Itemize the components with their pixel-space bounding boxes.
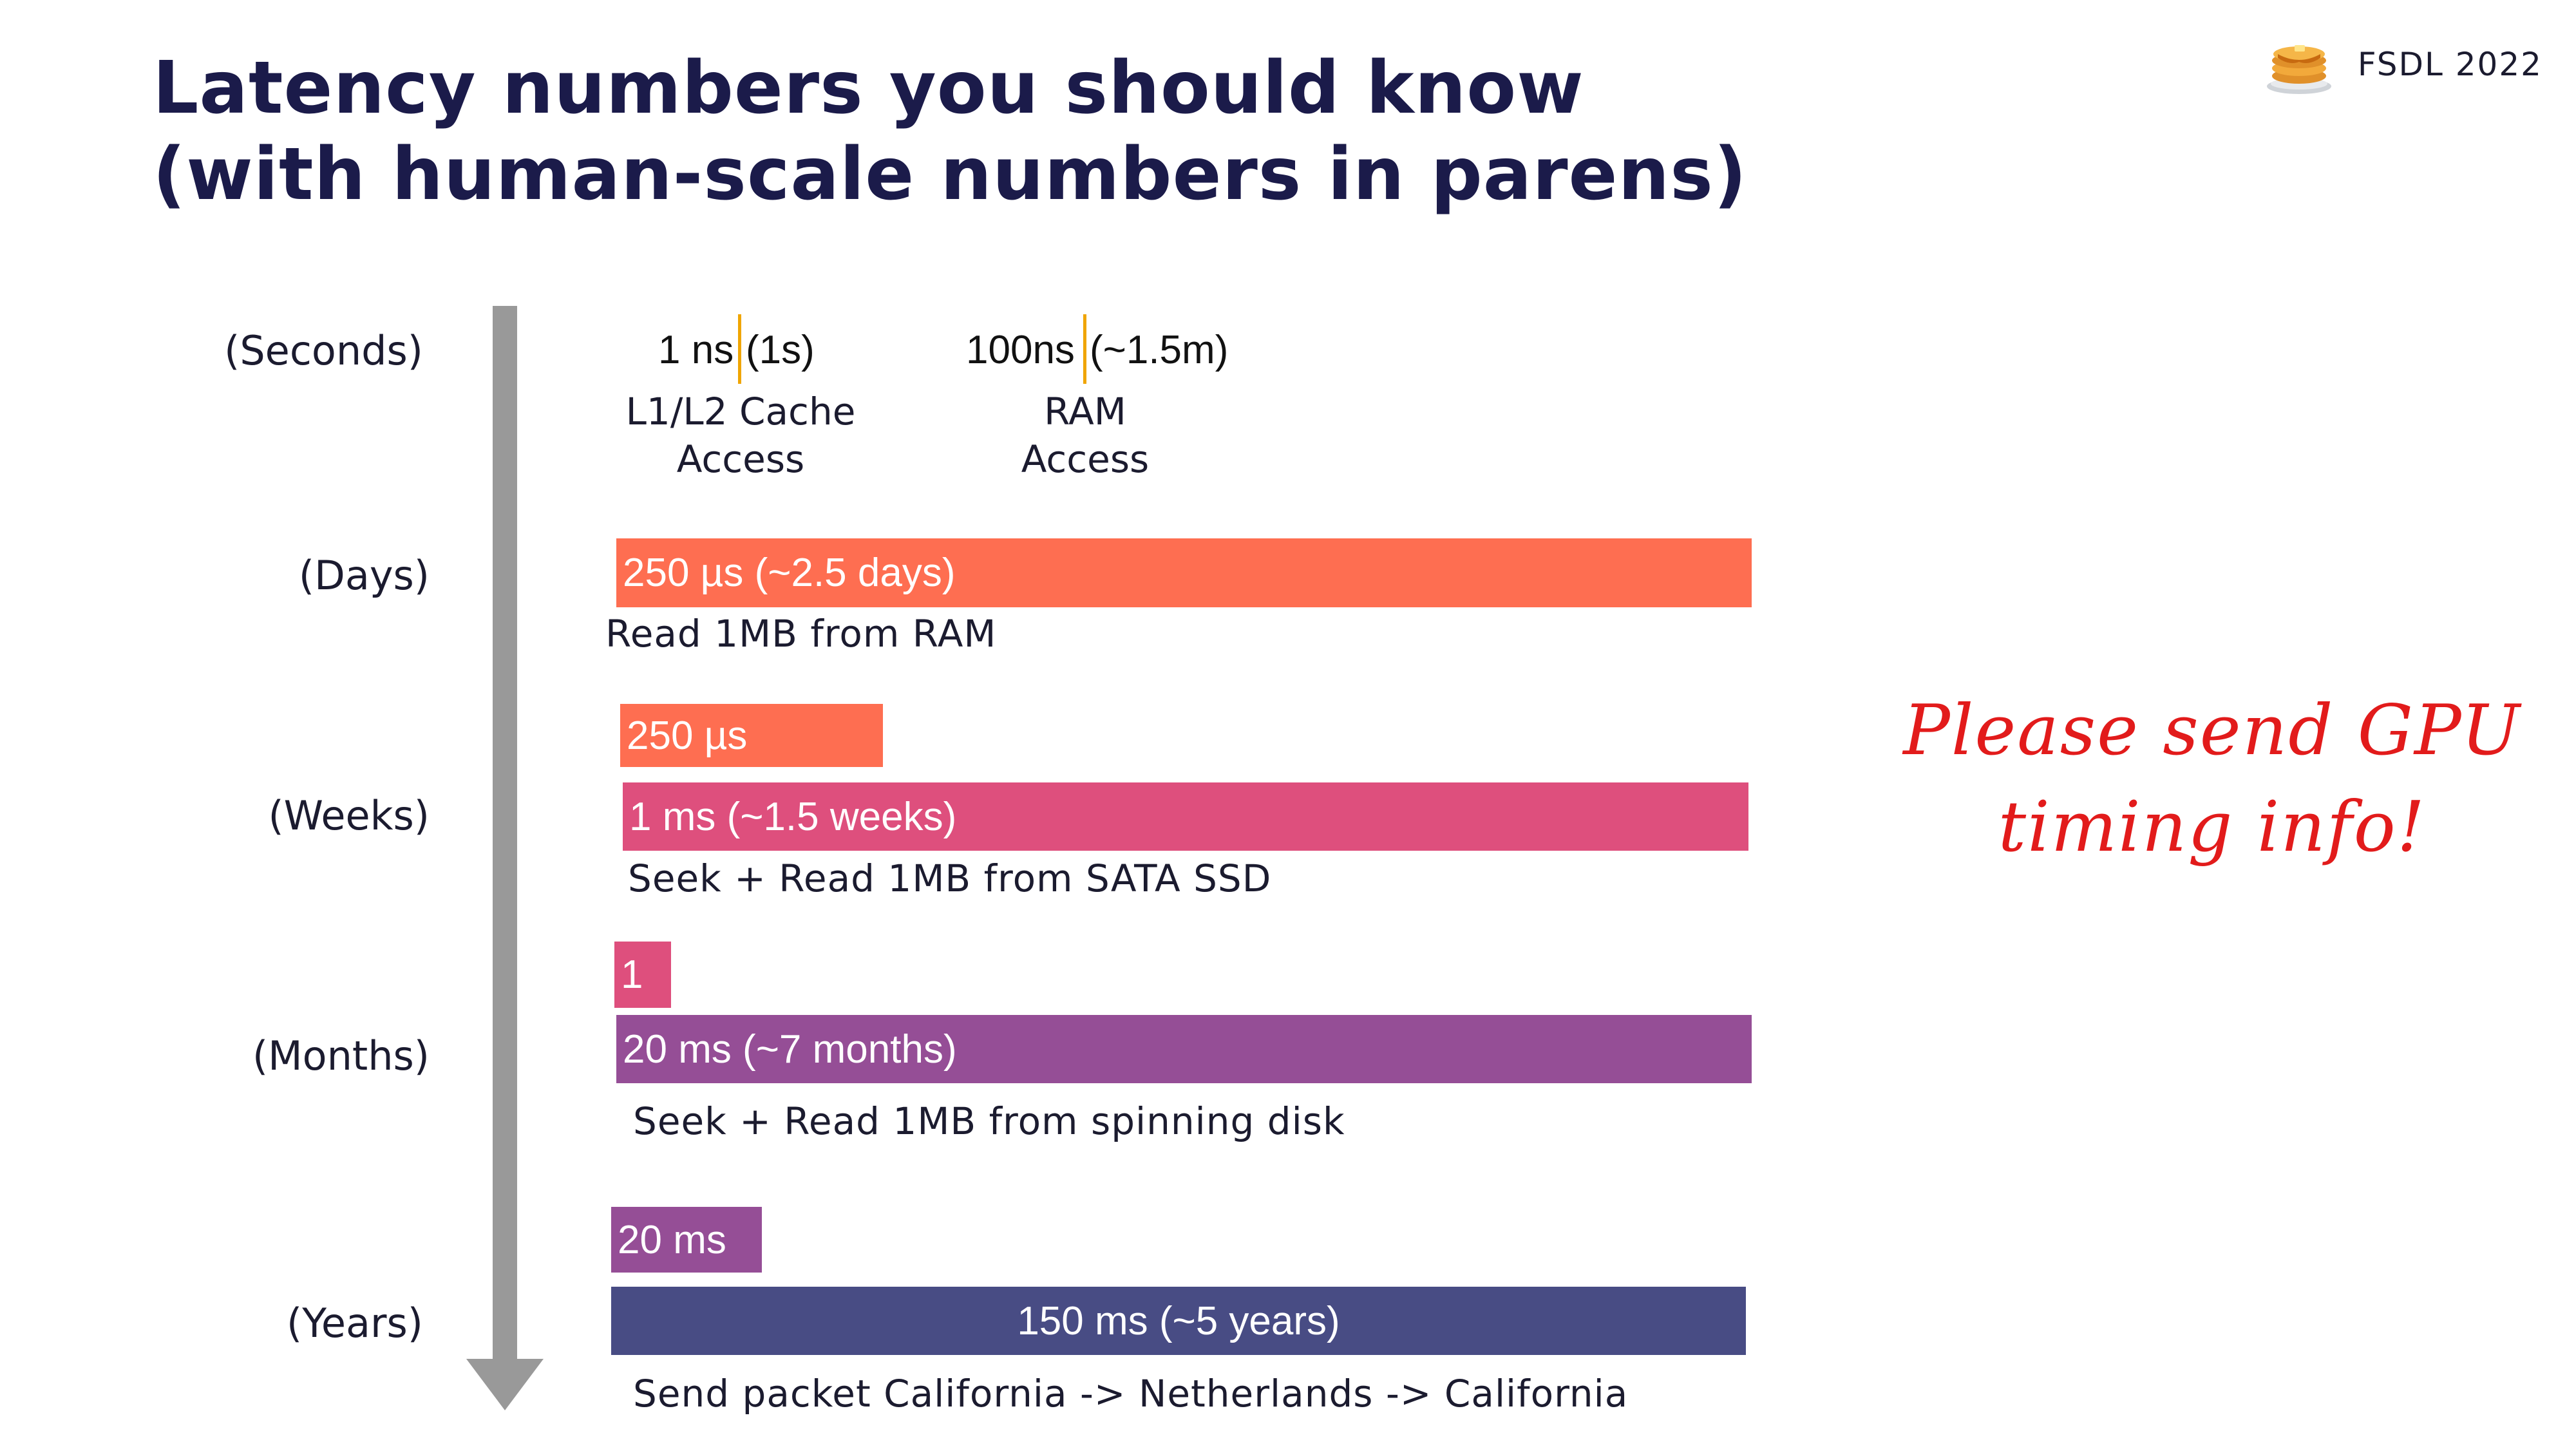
scale-label-months: (Months) [252,1032,430,1079]
cache-operation-line2: Access [676,437,805,481]
ram-access-human-time: (~1.5m) [1090,328,1229,372]
disk-read-bar: 20 ms (~7 months) [616,1015,1752,1083]
slide-title: Latency numbers you should know (with hu… [153,45,1747,218]
cache-operation-line1: L1/L2 Cache [625,390,856,433]
disk-read-bar-label: 20 ms (~7 months) [623,1027,957,1072]
ssd-read-bar-label: 1 ms (~1.5 weeks) [629,794,957,839]
title-line-1: Latency numbers you should know [153,46,1584,130]
cache-tick [738,314,741,384]
network-roundtrip-caption: Send packet California -> Netherlands ->… [633,1372,1629,1416]
gpu-timing-note: Please send GPU timing info! [1903,690,2521,867]
scale-label-years: (Years) [287,1300,423,1347]
network-roundtrip-bar-label: 150 ms (~5 years) [1017,1298,1340,1343]
disk-reference-bar: 20 ms [611,1207,762,1273]
disk-read-caption: Seek + Read 1MB from spinning disk [633,1099,1345,1143]
brand-label: FSDL 2022 [2357,46,2543,83]
ssd-read-caption: Seek + Read 1MB from SATA SSD [628,857,1272,900]
scale-arrow-shaft [493,306,517,1362]
disk-reference-bar-label: 20 ms [618,1217,726,1262]
ram-access-operation-line2: Access [1021,437,1150,481]
network-roundtrip-bar: 150 ms (~5 years) [611,1287,1746,1355]
scale-label-days: (Days) [298,552,430,599]
ssd-reference-bar: 1 [614,942,671,1008]
ssd-read-bar: 1 ms (~1.5 weeks) [623,782,1748,851]
ssd-reference-bar-label: 1 [621,952,643,997]
pancake-stack-icon [2266,45,2331,94]
ram-access-latency: 100ns [966,328,1075,372]
scale-arrow-head [466,1359,544,1410]
ram-access-tick [1083,314,1086,384]
ram-read-bar-label: 250 µs (~2.5 days) [623,551,956,595]
cache-latency: 1 ns [658,328,734,372]
ram-access-operation: RAM Access [953,388,1217,483]
brand: FSDL 2022 [2264,32,2543,97]
scale-label-weeks: (Weeks) [268,792,430,839]
cache-operation: L1/L2 Cache Access [609,388,873,483]
title-line-2: (with human-scale numbers in parens) [153,133,1748,216]
ram-access-operation-line1: RAM [1044,390,1126,433]
ram-reference-bar-label: 250 µs [627,713,748,758]
ram-read-bar: 250 µs (~2.5 days) [616,538,1752,607]
ram-reference-bar: 250 µs [620,704,883,767]
cache-human-time: (1s) [746,328,815,372]
scale-label-seconds: (Seconds) [224,327,423,374]
ram-read-caption: Read 1MB from RAM [605,612,997,656]
